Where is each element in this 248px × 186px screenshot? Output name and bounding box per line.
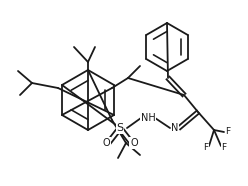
Text: O: O — [130, 138, 138, 148]
Text: F: F — [221, 144, 227, 153]
Text: O: O — [102, 138, 110, 148]
Text: F: F — [203, 144, 209, 153]
Text: F: F — [225, 127, 231, 137]
Text: N: N — [171, 123, 179, 133]
Text: NH: NH — [141, 113, 155, 123]
Text: S: S — [117, 123, 124, 133]
